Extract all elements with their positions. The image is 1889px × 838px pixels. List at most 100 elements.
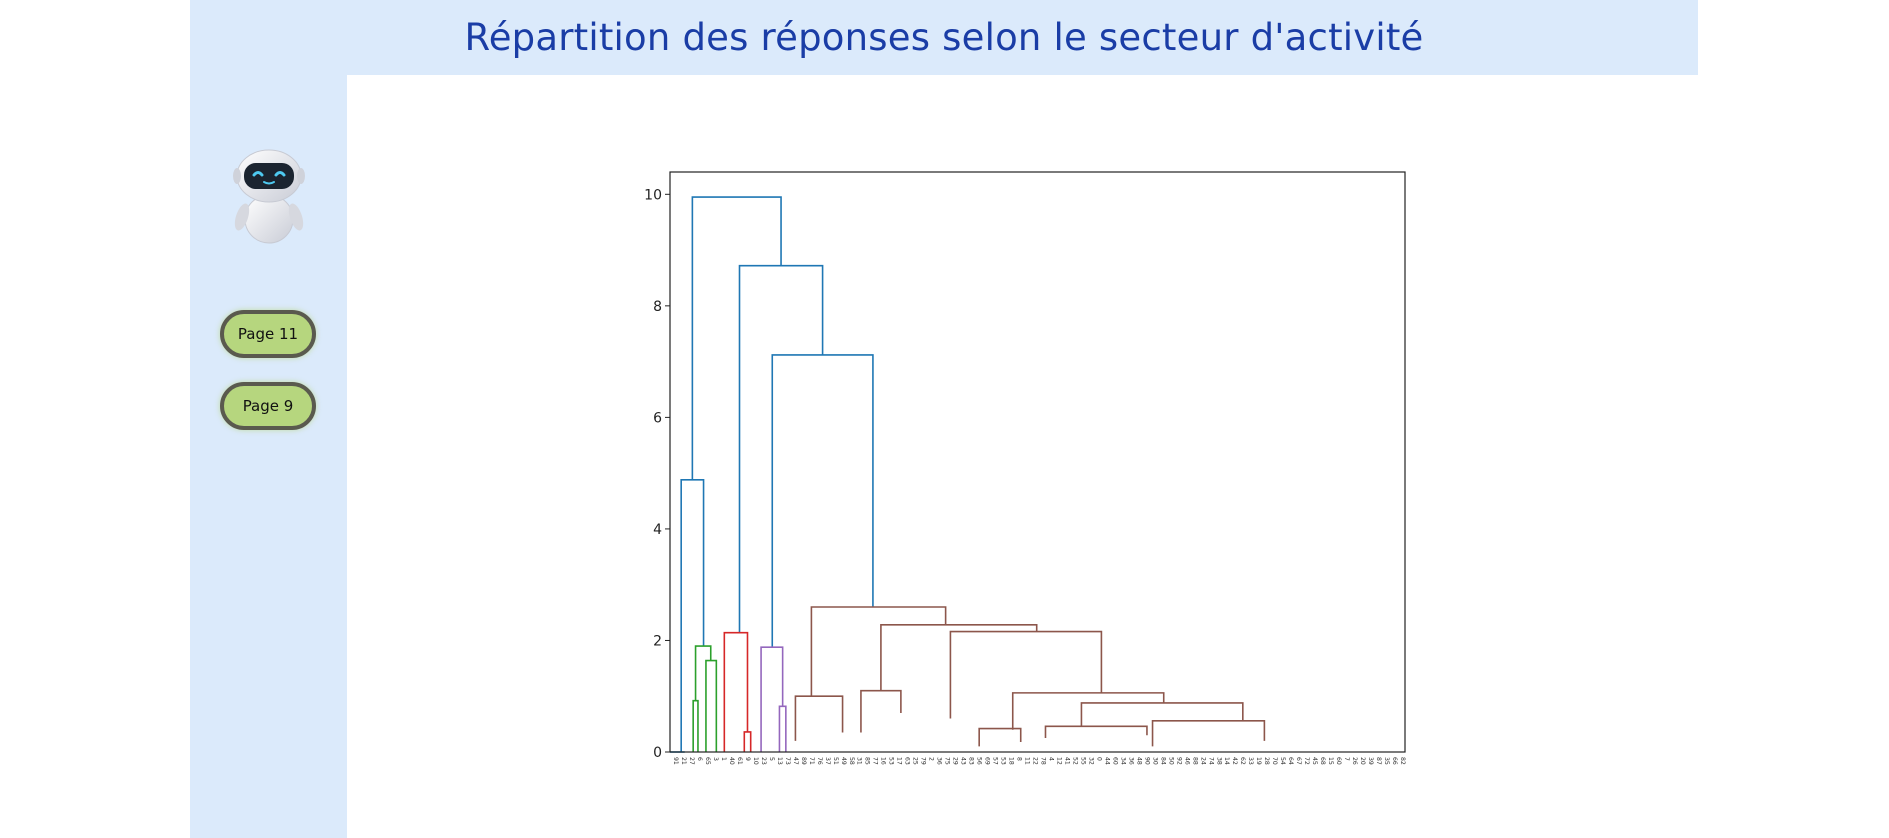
leaf-label-41: 53 [1000,757,1007,765]
leaf-label-10: 10 [752,757,759,765]
leaf-label-56: 34 [1119,757,1126,765]
leaf-label-65: 88 [1191,757,1198,765]
leaf-label-20: 51 [832,757,839,765]
leaf-label-18: 76 [816,757,823,765]
leaf-label-69: 14 [1223,757,1230,765]
leaf-label-73: 19 [1255,757,1262,765]
leaf-label-11: 23 [760,757,767,765]
leaf-label-87: 39 [1367,757,1374,765]
dendrogram-link-9 [760,646,784,752]
leaf-label-79: 72 [1303,757,1310,765]
leaf-label-38: 56 [976,757,983,765]
dendrogram-link-20 [1151,719,1266,747]
leaf-label-27: 53 [888,757,895,765]
leaf-label-63: 92 [1175,757,1182,765]
leaf-label-77: 64 [1287,757,1294,765]
dendrogram-link-13 [880,624,1038,691]
leaf-label-29: 63 [904,757,911,765]
leaf-label-61: 84 [1159,757,1166,765]
leaf-label-50: 52 [1071,757,1078,765]
leaf-label-71: 62 [1239,757,1246,765]
y-tick-label-0: 0 [653,745,662,761]
leaf-label-21: 49 [840,757,847,765]
dendrogram-link-18 [1044,725,1148,739]
y-tick-label-6: 6 [653,410,662,426]
leaf-label-15: 47 [792,757,799,765]
leaf-label-46: 78 [1039,757,1046,765]
leaf-label-68: 38 [1215,757,1222,765]
dendrogram-link-11 [810,606,947,697]
robot-icon [226,147,312,247]
leaf-label-26: 16 [880,757,887,765]
dendrogram-link-19 [978,727,1022,747]
page-9-button[interactable]: Page 9 [220,382,316,430]
leaf-label-82: 15 [1327,757,1334,765]
leaf-label-16: 89 [800,757,807,765]
leaf-label-76: 54 [1279,757,1286,765]
leaf-label-60: 30 [1151,757,1158,765]
leaf-label-91: 82 [1399,757,1406,765]
leaf-label-43: 8 [1016,757,1023,761]
leaf-label-23: 31 [856,757,863,765]
leaf-label-32: 2 [928,757,935,761]
page-11-button[interactable]: Page 11 [220,310,316,358]
dendrogram-link-8 [743,731,752,752]
leaf-label-70: 42 [1231,757,1238,765]
leaf-label-4: 65 [704,757,711,765]
leaf-label-33: 36 [936,757,943,765]
dendrogram-link-10 [778,705,787,752]
leaf-label-39: 69 [984,757,991,765]
leaf-label-7: 40 [728,757,735,765]
leaf-label-44: 11 [1024,757,1031,765]
leaf-label-35: 29 [952,757,959,765]
leaf-label-12: 5 [768,757,775,761]
leaf-label-8: 61 [736,757,743,765]
leaf-label-88: 87 [1375,757,1382,765]
leaf-label-25: 77 [872,757,879,765]
leaf-label-51: 55 [1079,757,1086,765]
dendrogram-link-17 [1080,702,1244,727]
dendrogram-link-16 [1011,692,1165,730]
leaf-label-9: 9 [744,757,751,761]
leaf-label-83: 60 [1335,757,1342,765]
leaf-label-17: 71 [808,757,815,765]
dendrogram-link-4 [694,645,712,701]
leaf-label-37: 83 [968,757,975,765]
leaf-label-74: 28 [1263,757,1270,765]
leaf-label-45: 22 [1032,757,1039,765]
plot-frame [669,171,1406,753]
dendrogram-link-1 [691,196,782,480]
leaf-label-66: 24 [1199,757,1206,765]
y-tick-label-2: 2 [653,633,662,649]
leaf-label-3: 6 [696,757,703,761]
leaf-label-55: 60 [1111,757,1118,765]
leaf-label-85: 26 [1351,757,1358,765]
leaf-label-78: 67 [1295,757,1302,765]
sidebar: Page 11 Page 9 [190,75,347,838]
header-bar: Répartition des réponses selon le secteu… [190,0,1698,75]
dendrogram-link-15 [949,630,1103,719]
leaf-label-89: 35 [1383,757,1390,765]
y-tick-label-8: 8 [653,299,662,315]
leaf-label-86: 20 [1359,757,1366,765]
leaf-label-14: 73 [784,757,791,765]
leaf-label-2: 27 [688,757,695,765]
y-tick-label-10: 10 [644,187,662,203]
leaf-label-22: 58 [848,757,855,765]
dendrogram-link-2 [738,264,824,633]
leaf-label-19: 37 [824,757,831,765]
leaf-label-1: 21 [680,757,687,765]
leaf-label-49: 41 [1063,757,1070,765]
leaf-label-54: 44 [1103,757,1110,765]
leaf-label-90: 66 [1391,757,1398,765]
dendrogram-link-12 [794,695,844,741]
dendrogram-link-3 [771,354,874,648]
dendrogram-link-6 [705,659,718,752]
leaf-label-5: 3 [712,757,719,761]
leaf-label-84: 7 [1343,757,1350,761]
leaf-label-58: 48 [1135,757,1142,765]
leaf-label-48: 12 [1055,757,1062,765]
leaf-label-72: 33 [1247,757,1254,765]
leaf-label-31: 79 [920,757,927,765]
leaf-label-64: 46 [1183,757,1190,765]
